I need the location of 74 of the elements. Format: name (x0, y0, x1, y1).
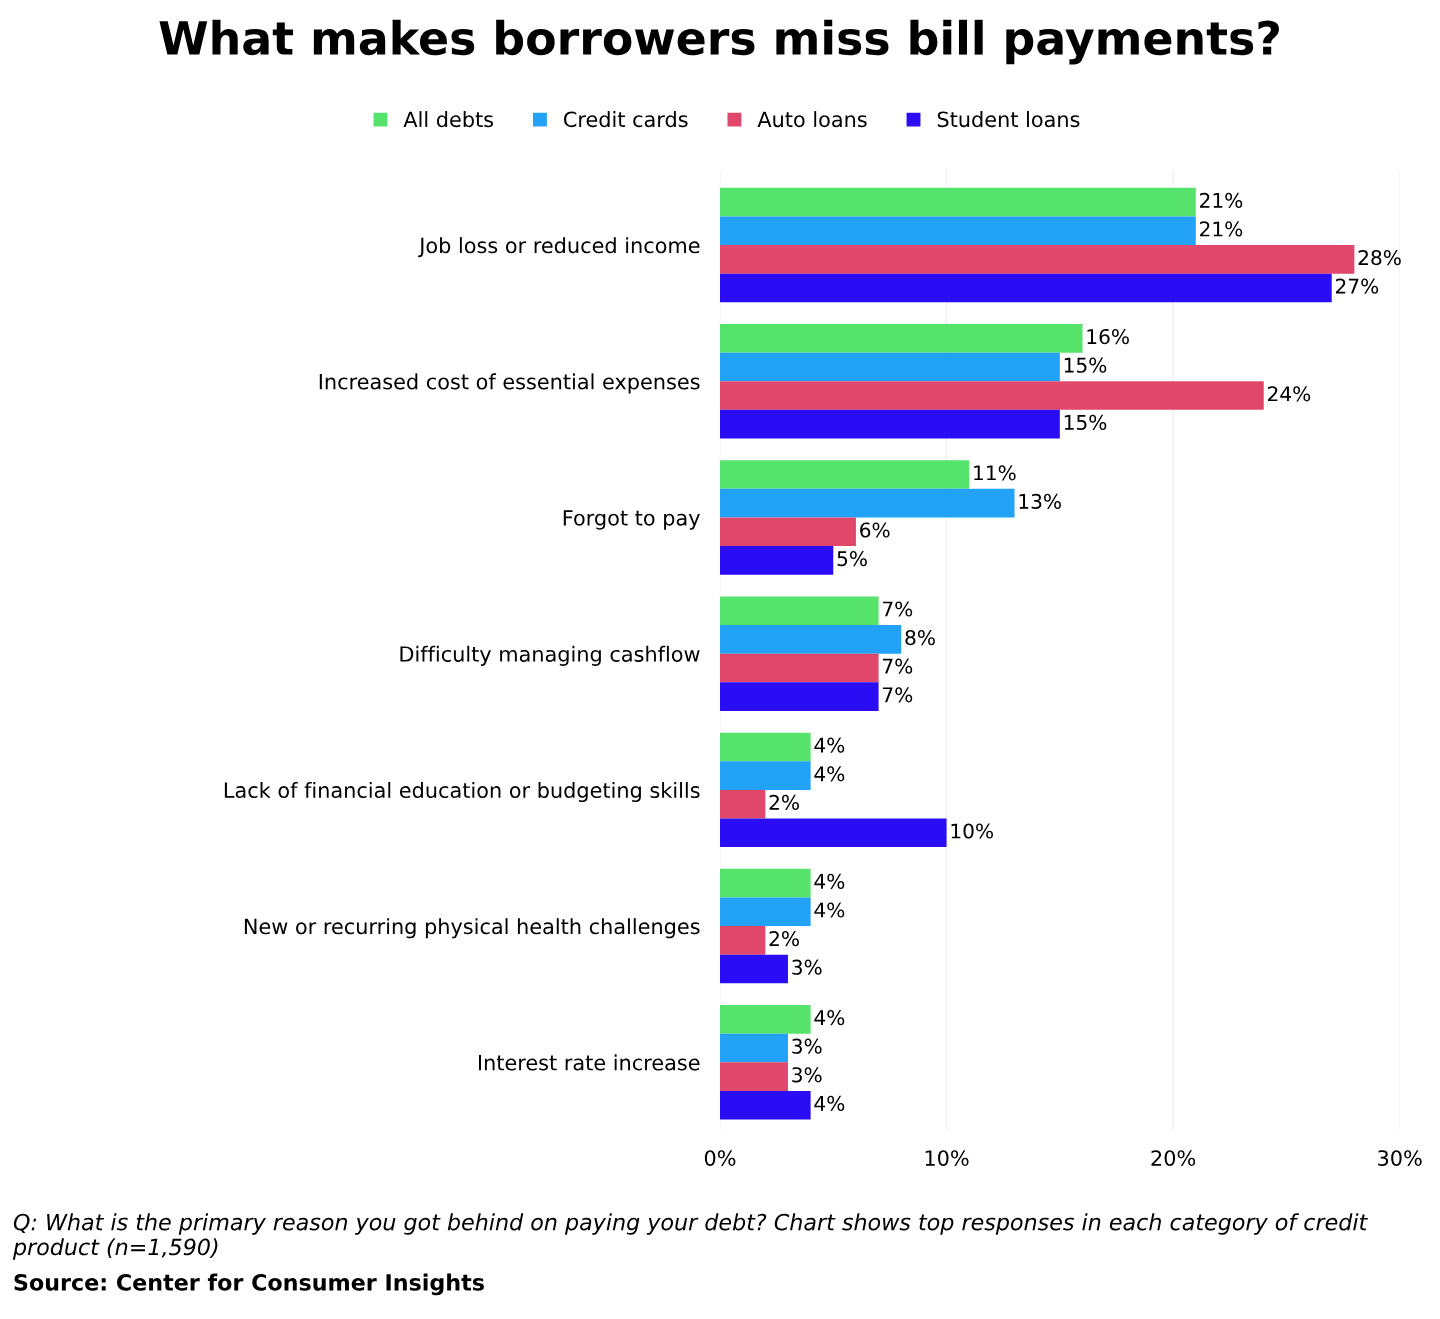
data-label: 8% (905, 629, 935, 646)
bar (720, 187, 1196, 217)
data-label: 7% (883, 601, 913, 617)
data-label: 10% (951, 823, 993, 839)
bar (720, 517, 856, 547)
bar (720, 324, 1083, 353)
bar (720, 1005, 811, 1034)
bar (720, 1033, 788, 1063)
data-label: 16% (1087, 328, 1129, 345)
chart-title: What makes borrowers miss bill payments? (159, 19, 1279, 65)
bar (720, 818, 947, 848)
data-label: 24% (1268, 386, 1311, 402)
bar (720, 216, 1196, 246)
bar (720, 546, 834, 575)
bar (720, 761, 811, 790)
y-tick-label: Difficulty managing cashflow (400, 645, 700, 666)
data-label: 4% (814, 902, 845, 918)
y-tick-label: Job loss or reduced income (418, 237, 700, 258)
bar (720, 954, 788, 984)
legend-label: Auto loans (757, 111, 867, 128)
data-label: 27% (1335, 278, 1379, 294)
y-tick-label: Interest rate increase (478, 1054, 700, 1071)
legend-label: Student loans (937, 111, 1080, 128)
bar (720, 245, 1355, 274)
data-label: 3% (792, 959, 822, 975)
bar (720, 488, 1015, 518)
x-tick-label: 30% (1378, 1150, 1422, 1166)
data-label: 5% (837, 550, 867, 567)
data-label: 15% (1064, 414, 1107, 431)
bar (720, 682, 879, 711)
bar (720, 732, 811, 762)
bar (720, 653, 879, 683)
bar (720, 596, 879, 626)
y-tick-label: Increased cost of essential expenses (319, 373, 700, 394)
data-label: 7% (883, 687, 913, 703)
data-label: 13% (1019, 493, 1061, 510)
data-label: 4% (814, 1095, 845, 1112)
bar (720, 1090, 811, 1120)
bar (720, 625, 902, 654)
data-label: 4% (814, 873, 845, 890)
source-note: Source: Center for Consumer Insights (14, 1273, 484, 1296)
data-label: 2% (769, 794, 799, 811)
y-tick-label: Lack of financial education or budgeting skills (224, 781, 700, 803)
x-tick-label: 20% (1151, 1150, 1196, 1166)
y-tick-label: New or recurring physical health challenges (244, 918, 700, 939)
data-label: 4% (814, 737, 845, 753)
data-label: 6% (860, 522, 890, 538)
data-label: 2% (769, 930, 799, 947)
x-tick-label: 10% (925, 1150, 969, 1166)
bar (720, 352, 1060, 382)
data-label: 28% (1358, 249, 1401, 266)
bar (720, 381, 1264, 410)
bar (720, 409, 1060, 439)
legend-label: Credit cards (563, 111, 688, 128)
x-tick-label: 0% (704, 1150, 736, 1166)
bar (720, 897, 811, 927)
data-label: 21% (1200, 221, 1243, 237)
legend-label: All debts (403, 111, 494, 128)
bar (720, 926, 766, 955)
data-label: 4% (814, 1009, 845, 1026)
data-label: 7% (883, 658, 913, 674)
y-tick-label: Forgot to pay (563, 510, 700, 530)
data-label: 21% (1200, 192, 1243, 208)
data-label: 3% (792, 1067, 822, 1083)
data-label: 11% (974, 465, 1016, 481)
bar (720, 868, 811, 898)
bar (720, 1062, 788, 1091)
data-label: 4% (814, 766, 845, 782)
data-label: 3% (792, 1038, 822, 1054)
bar (720, 789, 766, 819)
data-label: 15% (1064, 357, 1107, 373)
bar (720, 460, 970, 489)
bar (720, 273, 1332, 303)
text: Q: What is the primary reason you got behind on paying your debt? Chart shows top responses in each category of credit product (n=1,590) (12, 1213, 1368, 1260)
